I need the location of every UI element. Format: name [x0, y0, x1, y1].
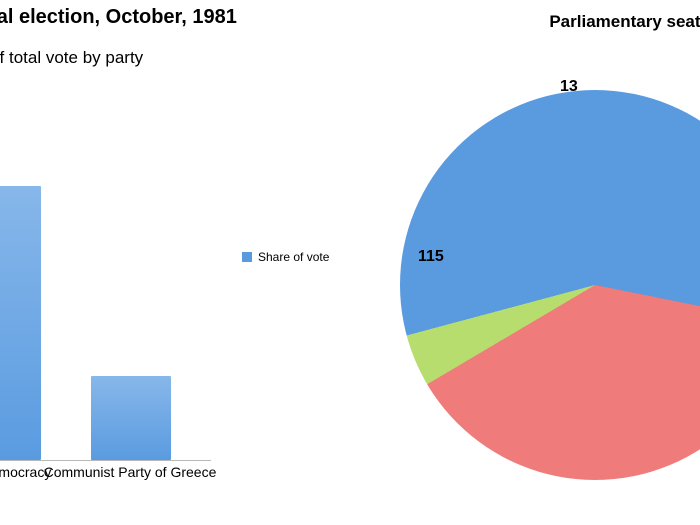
- legend-label: Share of vote: [258, 250, 329, 264]
- pie-chart-title: Parliamentary seats: [549, 12, 700, 32]
- page-title: Greek general election, October, 1981: [0, 6, 237, 29]
- bar-chart-plot: [0, 80, 211, 461]
- bar-new-democracy: [0, 186, 41, 460]
- pie-label-13: 13: [560, 78, 578, 96]
- legend-swatch-icon: [242, 252, 252, 262]
- bar-communist-party: [91, 376, 171, 460]
- bar-chart: New Democracy Communist Party of Greece: [0, 80, 210, 490]
- pie-chart: 115 13: [400, 90, 700, 480]
- bar-chart-legend: Share of vote: [242, 250, 329, 264]
- bar-chart-title: Share of total vote by party: [0, 48, 143, 68]
- bar-xlabel-1: Communist Party of Greece: [40, 464, 220, 480]
- pie-disc: [400, 90, 700, 480]
- pie-label-115: 115: [418, 248, 444, 266]
